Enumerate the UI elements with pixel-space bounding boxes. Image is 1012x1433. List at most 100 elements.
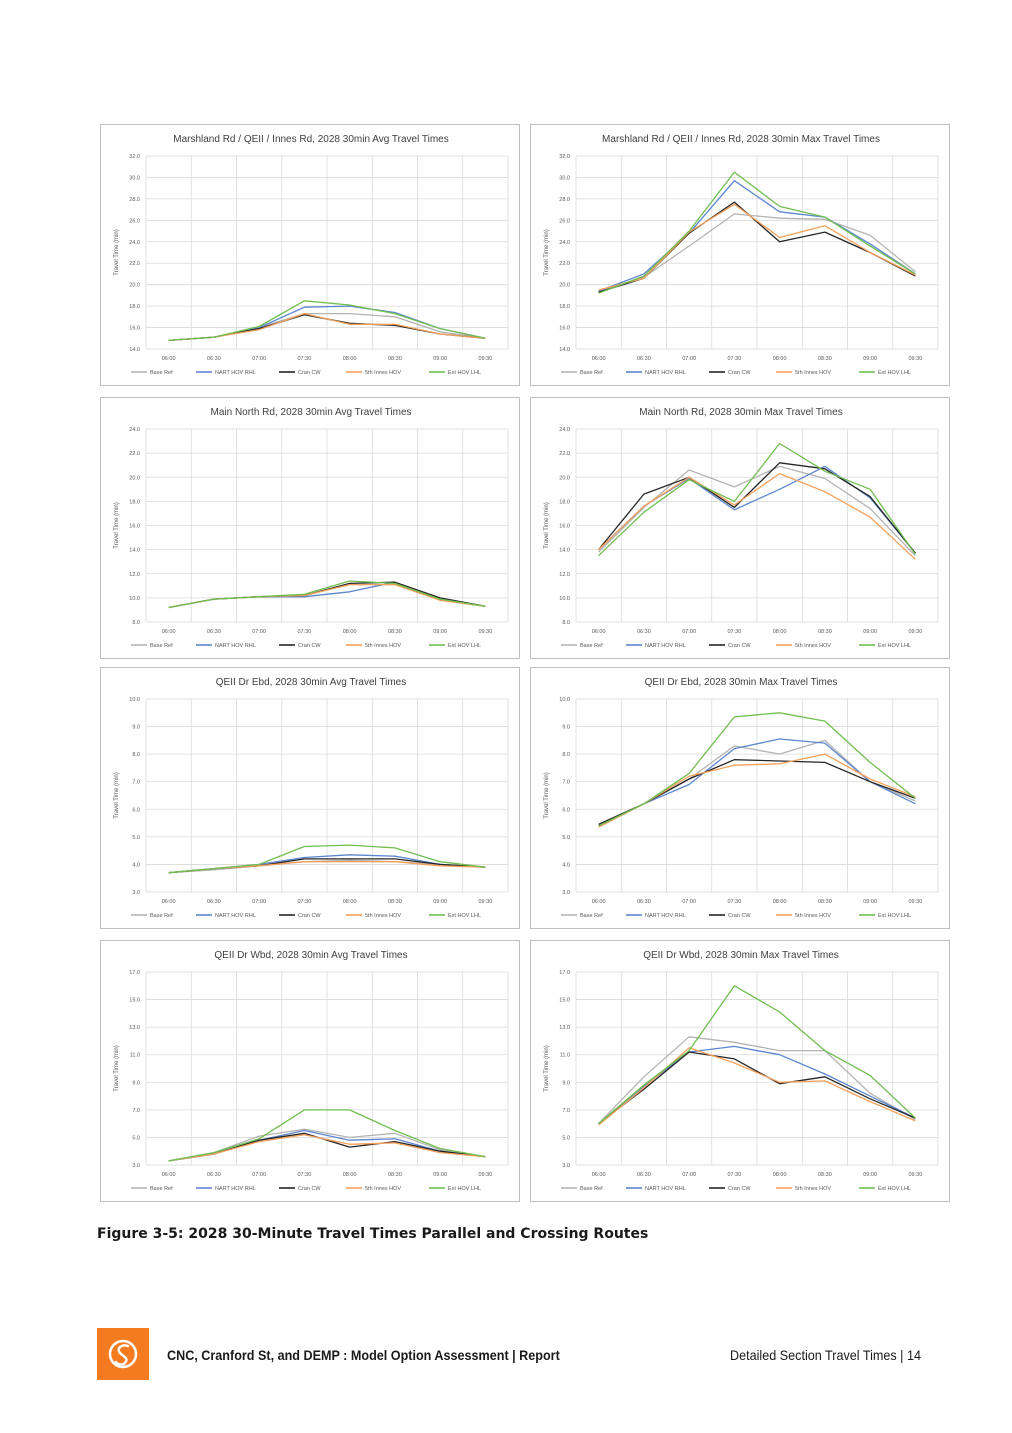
chart-panel: QEII Dr Wbd, 2028 30min Avg Travel Times…: [100, 940, 520, 1202]
series-line-ext-hov-lhl: [598, 985, 916, 1125]
chart-title: QEII Dr Wbd, 2028 30min Avg Travel Times: [214, 950, 407, 961]
y-tick-label: 9.0: [562, 1080, 570, 1086]
legend-label: Ext HOV LHL: [448, 643, 481, 649]
y-tick-label: 14.0: [559, 347, 570, 353]
series-line-5th-innes-hov: [168, 1134, 486, 1162]
y-tick-label: 20.0: [559, 475, 570, 481]
y-tick-label: 3.0: [562, 890, 570, 896]
y-tick-label: 18.0: [559, 304, 570, 310]
chart-title: QEII Dr Wbd, 2028 30min Max Travel Times: [643, 950, 839, 961]
x-tick-label: 06:00: [592, 356, 606, 362]
legend-label: NART HOV RHL: [645, 1186, 686, 1192]
x-tick-label: 08:30: [818, 1172, 832, 1178]
y-axis-label: Travel Time (min): [544, 502, 550, 548]
y-tick-label: 9.0: [132, 1080, 140, 1086]
x-tick-label: 06:30: [637, 629, 651, 635]
y-tick-label: 3.0: [562, 1163, 570, 1169]
chart-panel: Main North Rd, 2028 30min Avg Travel Tim…: [100, 397, 520, 659]
y-tick-label: 24.0: [559, 427, 570, 433]
y-tick-label: 17.0: [559, 970, 570, 976]
x-tick-label: 08:00: [773, 629, 787, 635]
x-tick-label: 06:30: [207, 629, 221, 635]
chart-panel: Marshland Rd / QEII / Innes Rd, 2028 30m…: [530, 124, 950, 386]
x-tick-label: 08:30: [388, 629, 402, 635]
x-tick-label: 06:00: [592, 629, 606, 635]
x-tick-label: 07:30: [297, 1172, 311, 1178]
y-tick-label: 7.0: [562, 780, 570, 786]
legend-label: Ext HOV LHL: [878, 1186, 911, 1192]
y-tick-label: 5.0: [562, 835, 570, 841]
legend-label: Ext HOV LHL: [878, 370, 911, 376]
y-tick-label: 16.0: [129, 524, 140, 530]
legend-label: Cran CW: [728, 913, 751, 919]
y-tick-label: 11.0: [560, 1053, 570, 1059]
y-tick-label: 3.0: [132, 890, 140, 896]
y-tick-label: 32.0: [129, 154, 140, 160]
line-chart: QEII Dr Ebd, 2028 30min Max Travel Times…: [544, 677, 939, 919]
x-tick-label: 09:00: [863, 356, 877, 362]
x-tick-label: 09:00: [433, 899, 447, 905]
x-tick-label: 09:00: [863, 899, 877, 905]
x-tick-label: 08:00: [773, 1172, 787, 1178]
line-chart: QEII Dr Ebd, 2028 30min Avg Travel Times…: [114, 677, 509, 919]
x-tick-label: 08:30: [388, 1172, 402, 1178]
x-tick-label: 07:00: [682, 1172, 696, 1178]
y-tick-label: 5.0: [562, 1135, 570, 1141]
x-tick-label: 09:30: [908, 1172, 922, 1178]
y-tick-label: 22.0: [559, 451, 570, 457]
y-axis-label: Travel Time (min): [114, 229, 120, 275]
x-tick-label: 07:00: [682, 356, 696, 362]
y-tick-label: 9.0: [132, 725, 140, 731]
x-tick-label: 09:30: [478, 629, 492, 635]
x-tick-label: 06:30: [207, 899, 221, 905]
legend-label: Base Ref: [580, 370, 603, 376]
series-line-base-ref: [598, 213, 916, 292]
x-tick-label: 07:00: [682, 629, 696, 635]
x-tick-label: 09:30: [478, 1172, 492, 1178]
line-chart: Marshland Rd / QEII / Innes Rd, 2028 30m…: [114, 134, 509, 376]
legend-label: Ext HOV LHL: [448, 1186, 481, 1192]
series-line-5th-innes-hov: [598, 472, 916, 560]
y-tick-label: 22.0: [559, 261, 570, 267]
legend-label: Ext HOV LHL: [448, 370, 481, 376]
y-tick-label: 28.0: [129, 197, 140, 203]
x-tick-label: 06:00: [162, 1172, 176, 1178]
legend-label: Ext HOV LHL: [448, 913, 481, 919]
footer-separator: |: [900, 1347, 904, 1363]
chart-panel: QEII Dr Ebd, 2028 30min Avg Travel Times…: [100, 667, 520, 929]
x-tick-label: 06:00: [162, 356, 176, 362]
legend-label: NART HOV RHL: [645, 370, 686, 376]
y-tick-label: 7.0: [562, 1108, 570, 1114]
footer-report-title: CNC, Cranford St, and DEMP : Model Optio…: [167, 1347, 560, 1363]
x-tick-label: 06:30: [637, 1172, 651, 1178]
x-tick-label: 09:30: [908, 629, 922, 635]
legend-label: 5th Innes HOV: [795, 370, 831, 376]
x-tick-label: 09:30: [908, 899, 922, 905]
y-tick-label: 8.0: [132, 620, 140, 626]
x-tick-label: 07:30: [727, 356, 741, 362]
chart-panel: QEII Dr Wbd, 2028 30min Max Travel Times…: [530, 940, 950, 1202]
legend-label: Ext HOV LHL: [878, 913, 911, 919]
legend-label: Base Ref: [150, 1186, 173, 1192]
chart-title: QEII Dr Ebd, 2028 30min Max Travel Times: [645, 677, 838, 688]
y-tick-label: 20.0: [129, 283, 140, 289]
series-line-ext-hov-lhl: [168, 1109, 486, 1162]
y-tick-label: 8.0: [562, 620, 570, 626]
y-tick-label: 8.0: [132, 752, 140, 758]
y-tick-label: 14.0: [559, 548, 570, 554]
y-tick-label: 28.0: [559, 197, 570, 203]
y-tick-label: 4.0: [132, 862, 140, 868]
series-line-ext-hov-lhl: [598, 442, 916, 557]
x-tick-label: 09:30: [478, 356, 492, 362]
legend-label: Base Ref: [580, 913, 603, 919]
x-tick-label: 08:00: [773, 356, 787, 362]
y-tick-label: 6.0: [132, 807, 140, 813]
series-line-ext-hov-lhl: [598, 712, 916, 827]
company-logo: [97, 1328, 149, 1380]
x-tick-label: 06:00: [162, 629, 176, 635]
x-tick-label: 09:00: [433, 356, 447, 362]
y-tick-label: 16.0: [559, 524, 570, 530]
y-tick-label: 13.0: [129, 1025, 140, 1031]
legend-label: 5th Innes HOV: [795, 1186, 831, 1192]
y-axis-label: Travel Time (min): [544, 1045, 550, 1091]
